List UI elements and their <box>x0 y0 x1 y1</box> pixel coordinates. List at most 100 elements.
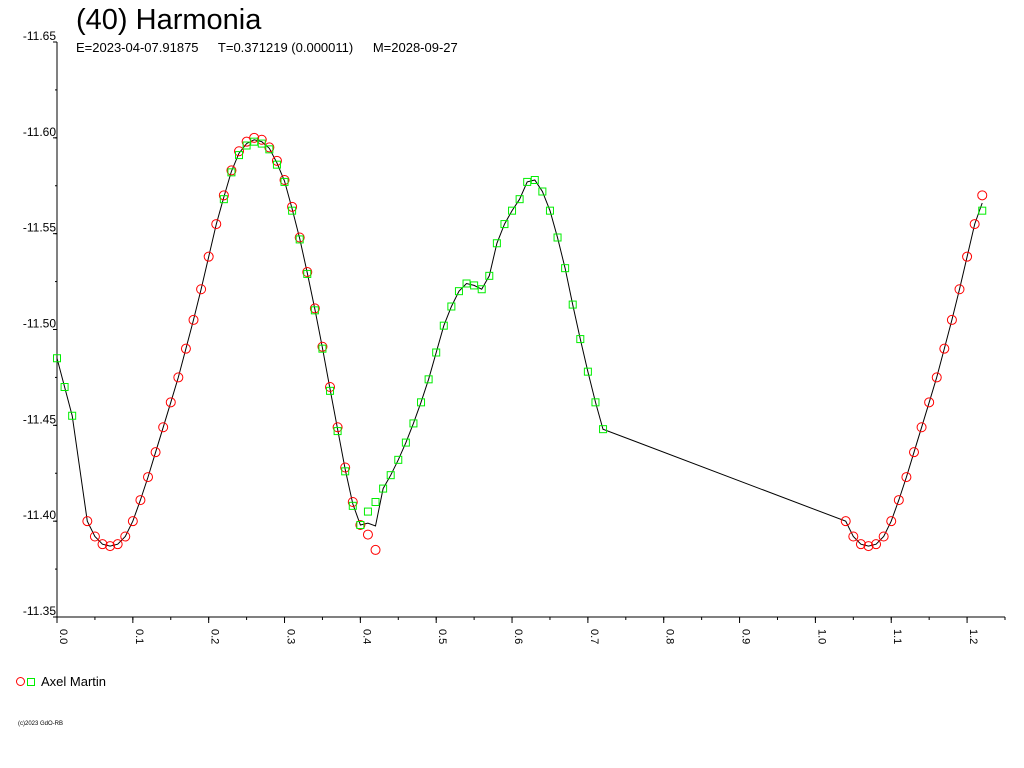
x-tick-label: 1.1 <box>891 629 903 644</box>
data-points <box>53 132 988 555</box>
data-point-square <box>348 501 357 510</box>
data-point-circle <box>332 422 343 433</box>
data-point-circle <box>931 372 942 383</box>
data-point-circle <box>863 541 874 552</box>
x-tick-label: 0.4 <box>360 629 372 644</box>
data-point-circle <box>143 472 154 483</box>
data-point-circle <box>97 539 108 550</box>
data-point-square <box>439 321 448 330</box>
data-point-square <box>500 220 509 229</box>
data-point-square <box>53 354 61 363</box>
data-point-square <box>356 521 365 529</box>
x-tick-label: 0.0 <box>57 629 69 644</box>
data-point-circle <box>173 372 184 383</box>
data-point-square <box>492 239 501 248</box>
x-tick-label: 1.2 <box>967 629 979 644</box>
data-point-square <box>599 425 608 434</box>
data-point-circle <box>893 495 904 506</box>
data-point-square <box>515 195 524 204</box>
data-point-circle <box>840 516 851 527</box>
legend-label: Axel Martin <box>41 674 107 689</box>
data-point-circle <box>135 495 146 506</box>
data-point-circle <box>271 155 282 166</box>
y-tick-label: -11.40 <box>23 508 56 522</box>
data-point-circle <box>82 516 93 527</box>
data-point-circle <box>954 284 965 295</box>
data-point-circle <box>234 146 245 157</box>
data-point-circle <box>180 343 191 354</box>
data-point-square <box>386 471 395 480</box>
data-point-circle <box>196 284 207 295</box>
data-point-circle <box>279 175 290 185</box>
data-point-circle <box>878 531 889 542</box>
data-point-circle <box>886 516 897 527</box>
fit-curve <box>56 139 983 547</box>
x-tick-label: 0.2 <box>209 629 221 644</box>
data-point-square <box>394 455 403 464</box>
y-tick-label: -11.60 <box>23 125 56 139</box>
data-point-circle <box>855 539 866 550</box>
data-point-circle <box>901 472 912 483</box>
data-point-circle <box>355 520 366 530</box>
data-point-square <box>485 271 494 280</box>
copyright-text: (c)2023 GdO-RB <box>18 721 64 727</box>
data-point-square <box>477 285 486 294</box>
x-tick-label: 0.6 <box>512 629 524 644</box>
data-point-square <box>576 335 585 344</box>
x-tick-label: 0.3 <box>285 629 297 644</box>
data-point-circle <box>249 132 260 143</box>
data-point-square <box>417 398 426 407</box>
data-point-square <box>508 206 517 215</box>
data-point-square <box>318 344 327 353</box>
data-point-square <box>371 498 380 506</box>
data-point-square <box>401 438 410 447</box>
data-point-square <box>250 137 259 146</box>
y-tick-label: -11.50 <box>23 317 56 331</box>
legend: Axel Martin <box>16 674 106 689</box>
data-point-square <box>523 177 532 186</box>
data-point-circle <box>362 529 373 540</box>
data-point-square <box>280 177 289 186</box>
data-point-square <box>60 383 69 391</box>
data-point-circle <box>317 341 328 352</box>
data-point-square <box>530 176 539 184</box>
data-point-square <box>219 195 228 204</box>
data-point-square <box>591 398 600 407</box>
data-point-circle <box>370 544 381 555</box>
data-point-circle <box>325 382 336 392</box>
data-point-circle <box>188 314 199 325</box>
data-point-square <box>363 507 372 516</box>
red-circle-icon <box>16 677 25 686</box>
data-point-circle <box>120 531 131 542</box>
epoch-text: E=2023-04-07.91875 <box>76 40 199 55</box>
data-point-square <box>272 160 281 169</box>
data-point-square <box>295 235 304 244</box>
data-point-square <box>470 281 479 290</box>
x-tick-label: 1.0 <box>815 629 827 644</box>
data-point-square <box>333 427 342 436</box>
x-tick-label: 0.9 <box>740 629 752 644</box>
data-point-circle <box>969 219 980 230</box>
data-point-square <box>265 145 274 154</box>
data-point-circle <box>158 422 169 433</box>
data-point-circle <box>977 190 988 201</box>
data-point-circle <box>112 539 123 550</box>
data-point-square <box>341 467 350 476</box>
data-point-circle <box>211 219 222 230</box>
data-point-square <box>242 141 251 150</box>
y-tick-label: -11.35 <box>23 604 56 618</box>
data-point-circle <box>105 541 116 552</box>
data-point-square <box>553 233 562 242</box>
data-point-square <box>235 151 244 160</box>
data-point-circle <box>203 251 214 262</box>
data-point-square <box>303 269 312 278</box>
data-point-square <box>561 264 570 273</box>
data-point-circle <box>127 516 138 527</box>
y-tick-label: -11.65 <box>23 29 56 43</box>
axes: -11.65 -11.60 -11.55 -11.50 -11.45 -11.40 -11.… <box>23 29 1006 644</box>
data-point-circle <box>871 539 882 550</box>
data-point-circle <box>287 201 298 212</box>
data-point-circle <box>939 343 950 354</box>
data-point-circle <box>908 447 919 458</box>
